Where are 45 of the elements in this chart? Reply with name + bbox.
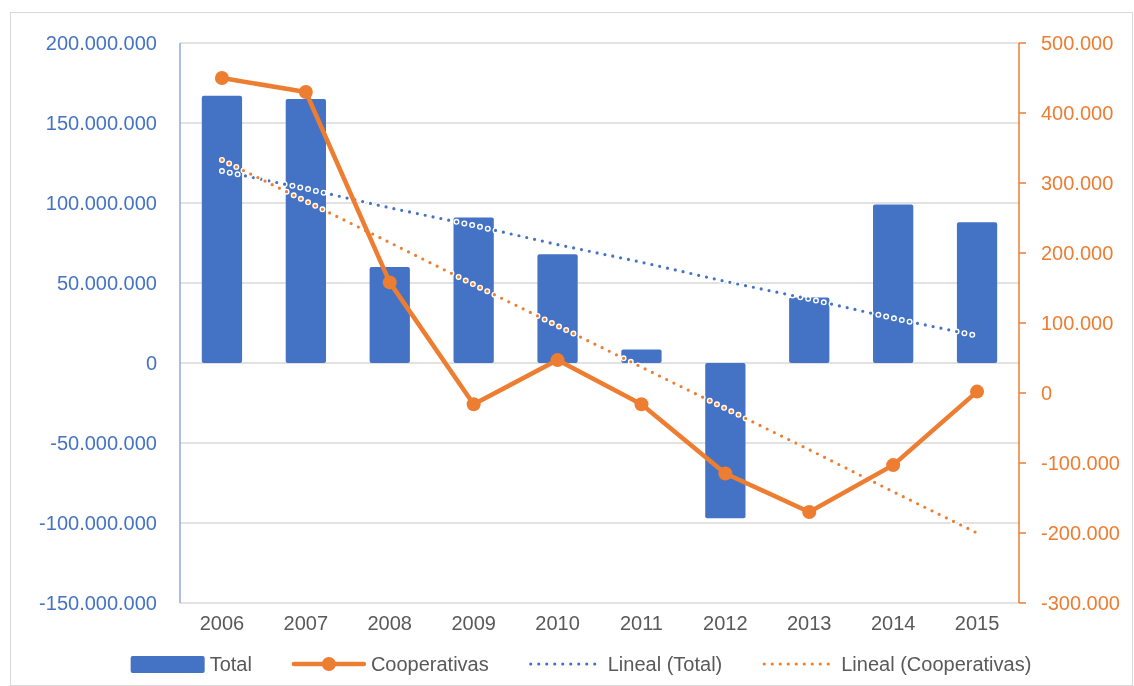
point	[466, 397, 481, 412]
point	[802, 505, 817, 519]
x-tick-label: 2006	[199, 612, 245, 634]
y2-tick-label: -100.000	[1041, 452, 1120, 474]
bar	[621, 349, 662, 363]
y-tick-label: 100.000.000	[45, 192, 157, 214]
y2-tick-label: 200.000	[1041, 242, 1114, 264]
point	[550, 353, 565, 368]
x-tick-label: 2008	[367, 612, 412, 634]
y-tick-label: 0	[145, 352, 157, 374]
y2-tick-label: 300.000	[1041, 172, 1114, 194]
point	[298, 85, 313, 99]
bar	[705, 363, 746, 519]
x-tick-label: 2012	[703, 612, 748, 634]
x-tick-label: 2010	[535, 612, 580, 634]
point	[214, 71, 229, 85]
legend-label: Lineal (Total)	[607, 653, 723, 675]
y-tick-label: -50.000.000	[50, 432, 157, 454]
y-tick-label: 200.000.000	[45, 32, 157, 54]
x-tick-label: 2015	[954, 612, 1000, 634]
y-tick-label: -100.000.000	[39, 512, 157, 534]
point	[718, 466, 733, 481]
y2-tick-label: -200.000	[1041, 522, 1120, 544]
x-tick-label: 2011	[619, 612, 663, 634]
y2-tick-label: 0	[1041, 382, 1053, 404]
point	[970, 384, 985, 399]
x-tick-label: 2009	[451, 612, 496, 634]
y2-tick-label: 100.000	[1041, 312, 1114, 334]
x-tick-label: 2013	[787, 612, 832, 634]
legend-label: Cooperativas	[370, 653, 489, 675]
point	[634, 397, 649, 412]
y2-tick-label: 500.000	[1041, 32, 1114, 54]
point	[382, 275, 397, 290]
x-tick-label: 2014	[870, 612, 916, 634]
y-tick-label: 50.000.000	[56, 272, 157, 294]
y-tick-label: -150.000.000	[39, 592, 157, 614]
bar	[369, 267, 410, 363]
point	[886, 458, 901, 473]
legend-label: Total	[209, 653, 252, 675]
legend-label: Lineal (Cooperativas)	[841, 653, 1032, 675]
y2-tick-label: -300.000	[1041, 592, 1120, 614]
y2-tick-label: 400.000	[1041, 102, 1114, 124]
bar	[537, 254, 578, 363]
y-tick-label: 150.000.000	[45, 112, 157, 134]
x-tick-label: 2007	[283, 612, 329, 634]
